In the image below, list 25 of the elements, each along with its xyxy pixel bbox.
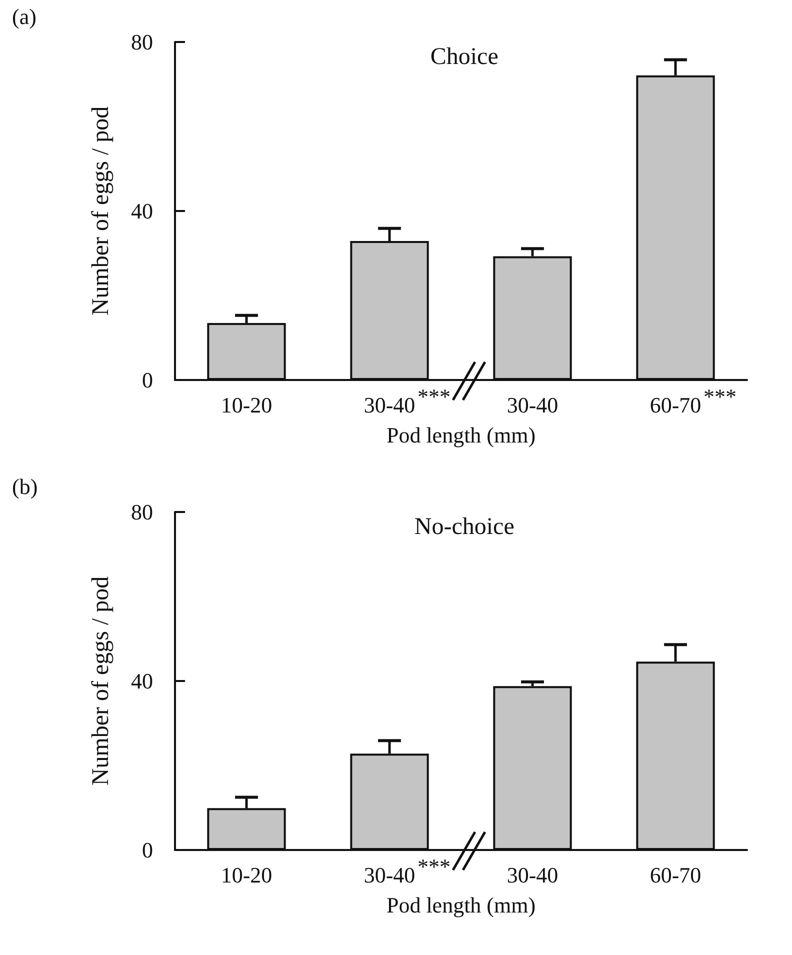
x-tick-label: 60-70	[650, 862, 702, 888]
x-axis-title: Pod length (mm)	[386, 892, 536, 918]
x-tick-label: 30-40	[364, 392, 416, 418]
y-tick-label: 80	[131, 30, 153, 54]
y-tick-label: 80	[131, 500, 153, 524]
text: (a)	[12, 4, 36, 30]
y-axis-title: Number of eggs / pod	[88, 576, 114, 786]
y-axis-title: Number of eggs / pod	[88, 106, 114, 316]
text: ***	[704, 384, 736, 410]
x-tick-label: 60-70	[650, 392, 702, 418]
x-tick-label: 10-20	[220, 392, 272, 418]
chart-title: No-choice	[414, 514, 514, 540]
y-tick-label: 40	[131, 198, 153, 224]
text: (b)	[12, 474, 38, 500]
y-tick-label: 0	[142, 368, 153, 392]
x-axis-title: Pod length (mm)	[386, 422, 536, 448]
text: ***	[418, 384, 450, 410]
y-tick-label: 40	[131, 668, 153, 694]
text: ***	[418, 854, 450, 880]
x-tick-label: 30-40	[364, 862, 416, 888]
chart-title: Choice	[430, 44, 498, 70]
y-tick-label: 0	[142, 838, 153, 862]
x-tick-label: 10-20	[220, 862, 272, 888]
x-tick-label: 30-40	[506, 392, 558, 418]
x-tick-label: 30-40	[506, 862, 558, 888]
